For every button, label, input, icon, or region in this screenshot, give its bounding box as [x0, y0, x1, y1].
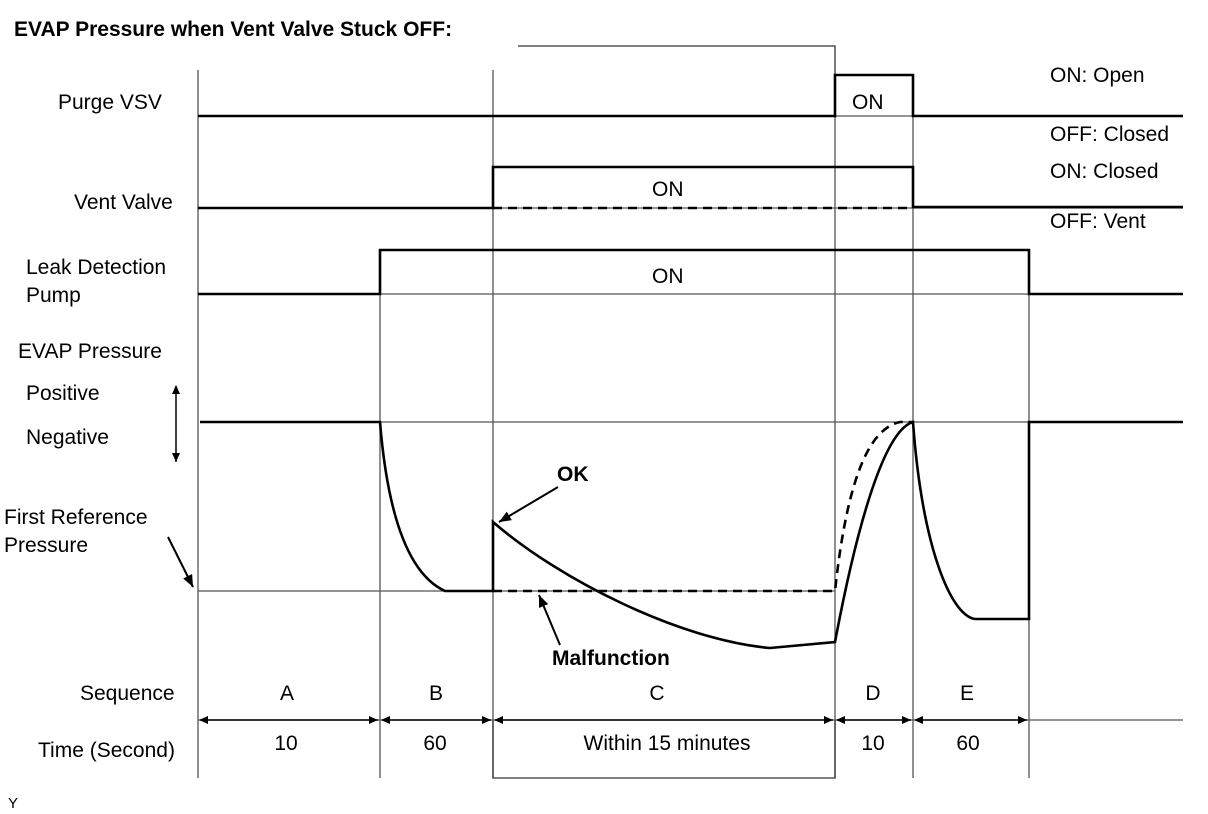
sequence-step-d: D — [865, 682, 880, 705]
first-reference-label-2: Pressure — [4, 534, 88, 557]
negative-label: Negative — [26, 426, 109, 449]
purge-on-label: ON — [852, 91, 884, 114]
leak-pump-label-2: Pump — [26, 284, 81, 307]
vent-on-label: ON — [652, 178, 684, 201]
sequence-label: Sequence — [80, 682, 175, 705]
sequence-step-b: B — [429, 682, 443, 705]
time-label: Time (Second) — [38, 739, 175, 762]
first-reference-arrow — [167, 536, 194, 588]
footer-mark: Y — [8, 795, 18, 812]
vent-on-state: ON: Closed — [1050, 160, 1159, 183]
title-bracket — [518, 45, 836, 118]
sequence-step-c: C — [649, 682, 664, 705]
ok-annotation: OK — [557, 463, 589, 486]
positive-label: Positive — [26, 382, 100, 405]
evap-pressure-ok-curve — [200, 420, 1183, 650]
pump-on-label: ON — [652, 265, 684, 288]
diagram-title: EVAP Pressure when Vent Valve Stuck OFF: — [14, 18, 452, 41]
evap-pressure-malfunction-curve — [493, 420, 913, 593]
purge-off-state: OFF: Closed — [1050, 123, 1169, 146]
first-reference-label-1: First Reference — [4, 506, 148, 529]
time-value-d: 10 — [861, 732, 884, 755]
time-value-a: 10 — [274, 732, 297, 755]
purge-on-state: ON: Open — [1050, 64, 1145, 87]
sequence-step-a: A — [280, 682, 294, 705]
purge-vsv-label: Purge VSV — [58, 91, 162, 114]
time-value-b: 60 — [423, 732, 446, 755]
purge-vsv-signal — [198, 73, 1183, 118]
evap-pressure-label: EVAP Pressure — [18, 340, 162, 363]
ok-arrow — [498, 486, 559, 523]
leak-pump-signal — [198, 248, 1183, 296]
vent-valve-signal — [198, 165, 1183, 210]
vent-valve-label: Vent Valve — [74, 191, 173, 214]
leak-pump-label-1: Leak Detection — [26, 256, 166, 279]
vent-off-state: OFF: Vent — [1050, 210, 1146, 233]
malfunction-annotation: Malfunction — [552, 647, 670, 670]
malfunction-arrow — [538, 594, 561, 646]
sequence-step-e: E — [960, 682, 974, 705]
time-value-e: 60 — [956, 732, 979, 755]
sequence-c-box — [492, 720, 836, 779]
time-value-c: Within 15 minutes — [584, 732, 751, 755]
